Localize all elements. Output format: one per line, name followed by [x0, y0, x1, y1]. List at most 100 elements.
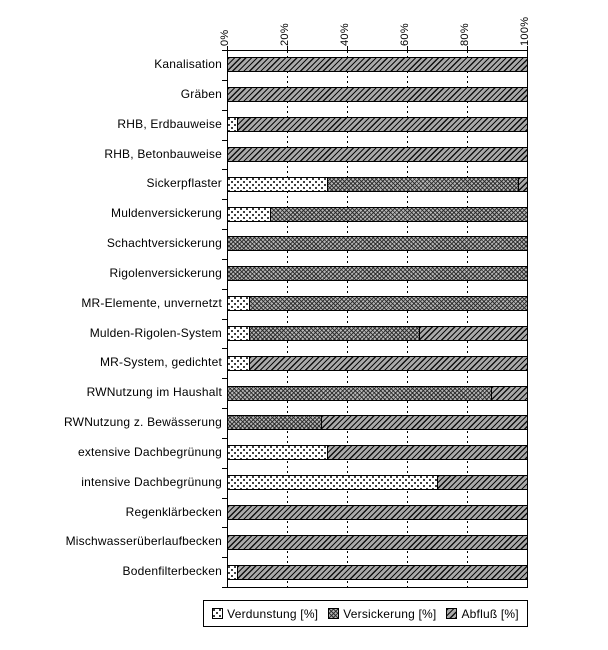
- x-axis-top: [227, 50, 528, 51]
- bar-segment-abfluss: [320, 416, 527, 430]
- category-label: intensive Dachbegrünung: [81, 474, 222, 489]
- x-axis-tick-label: 60%: [399, 23, 411, 46]
- bar-segment-versickerung: [269, 207, 527, 221]
- y-axis-right: [527, 50, 528, 588]
- bar-row: [227, 146, 528, 162]
- category-label: RHB, Betonbauweise: [104, 146, 222, 161]
- bar-row: [227, 355, 528, 371]
- bar-segment-versickerung: [248, 326, 420, 340]
- x-axis-tick-label: 0%: [219, 29, 231, 47]
- y-axis-tick: [222, 79, 227, 81]
- bar-segment-abfluss: [518, 177, 527, 191]
- legend-swatch-versickerung-icon: [328, 608, 340, 619]
- bar-segment-abfluss: [228, 88, 527, 102]
- bar-segment-abfluss: [248, 356, 527, 370]
- y-axis-tick: [222, 169, 227, 171]
- bar-segment-versickerung: [228, 416, 321, 430]
- x-axis-tick: [527, 46, 528, 50]
- legend-box: Verdunstung [%] Versickerung [%] Abfluß [%…: [203, 600, 528, 627]
- y-axis-tick: [222, 199, 227, 201]
- bar-segment-versickerung: [326, 177, 519, 191]
- bar-segment-abfluss: [236, 118, 527, 132]
- bar-row: [227, 415, 528, 431]
- bar-row: [227, 564, 528, 580]
- category-label: RWNutzung im Haushalt: [86, 385, 222, 400]
- bar-segment-verdunstung: [228, 476, 438, 490]
- bar-segment-verdunstung: [228, 297, 249, 311]
- y-axis-tick: [222, 288, 227, 290]
- y-axis-tick: [222, 587, 227, 588]
- category-label: Regenklärbecken: [125, 504, 222, 519]
- category-label: Mulden-Rigolen-System: [89, 325, 222, 340]
- category-label: MR-System, gedichtet: [99, 355, 222, 370]
- x-axis-tick: [227, 46, 228, 50]
- y-axis-tick: [222, 527, 227, 529]
- bar-row: [227, 475, 528, 491]
- y-axis-tick: [222, 408, 227, 409]
- x-axis-tick-label: 100%: [519, 16, 531, 46]
- y-axis-tick: [222, 229, 227, 230]
- bar-segment-verdunstung: [228, 177, 327, 191]
- bar-segment-verdunstung: [228, 356, 249, 370]
- category-label: Schachtversickerung: [106, 236, 222, 250]
- category-label: RWNutzung z. Bewässerung: [64, 415, 222, 429]
- bar-segment-abfluss: [228, 505, 527, 519]
- x-axis-tick: [467, 46, 468, 50]
- y-axis-tick: [222, 378, 227, 380]
- y-axis-tick: [222, 437, 227, 439]
- x-axis-tick: [407, 46, 408, 50]
- category-label: MR-Elemente, unvernetzt: [81, 295, 222, 310]
- x-axis-tick: [347, 46, 348, 50]
- category-label: extensive Dachbegrünung: [77, 444, 222, 459]
- bar-row: [227, 57, 528, 73]
- legend-entry: Versickerung [%]: [328, 607, 436, 621]
- y-axis-tick: [222, 467, 227, 469]
- legend-entry: Verdunstung [%]: [212, 607, 318, 621]
- bar-row: [227, 504, 528, 520]
- legend-label: Abfluß [%]: [461, 606, 519, 621]
- x-axis-tick-label: 80%: [459, 23, 471, 46]
- x-axis-bottom: [227, 587, 528, 588]
- y-axis-tick: [222, 318, 227, 320]
- legend-entry: Abfluß [%]: [446, 606, 519, 621]
- y-axis-tick: [222, 557, 227, 559]
- x-axis-tick-label: 40%: [339, 23, 351, 46]
- bar-row: [227, 176, 528, 192]
- legend-swatch-abfluss-icon: [446, 608, 458, 619]
- y-axis-left: [227, 50, 228, 588]
- bar-segment-abfluss: [228, 58, 527, 72]
- bar-segment-abfluss: [419, 326, 527, 340]
- bar-segment-abfluss: [228, 535, 527, 549]
- bar-segment-abfluss: [326, 446, 527, 460]
- bar-row: [227, 296, 528, 312]
- bar-row: [227, 385, 528, 401]
- category-label: Muldenversickerung: [111, 206, 222, 221]
- bar-segment-abfluss: [236, 565, 527, 579]
- legend-swatch-verdunstung-icon: [212, 608, 224, 619]
- bar-segment-verdunstung: [228, 326, 249, 340]
- category-label: Kanalisation: [154, 57, 222, 71]
- y-axis-tick: [222, 348, 227, 350]
- y-axis-tick: [222, 109, 227, 111]
- bar-row: [227, 266, 528, 282]
- x-axis-tick-label: 20%: [279, 23, 291, 46]
- y-axis-tick: [222, 258, 227, 260]
- bar-segment-abfluss: [437, 476, 527, 490]
- x-gridline: [347, 51, 348, 587]
- x-gridline: [407, 51, 408, 587]
- category-label: Gräben: [180, 86, 222, 101]
- category-label: Sickerpflaster: [146, 176, 222, 191]
- bar-segment-versickerung: [228, 237, 527, 251]
- bar-segment-versickerung: [248, 297, 527, 311]
- bar-segment-versickerung: [228, 386, 492, 400]
- bar-row: [227, 325, 528, 341]
- bar-row: [227, 117, 528, 133]
- bar-segment-verdunstung: [228, 207, 270, 221]
- bar-segment-verdunstung: [228, 565, 237, 579]
- y-axis-tick: [222, 497, 227, 499]
- category-label: RHB, Erdbauweise: [117, 116, 222, 131]
- y-axis-tick: [222, 50, 227, 51]
- bar-segment-verdunstung: [228, 118, 237, 132]
- x-gridline: [467, 51, 468, 587]
